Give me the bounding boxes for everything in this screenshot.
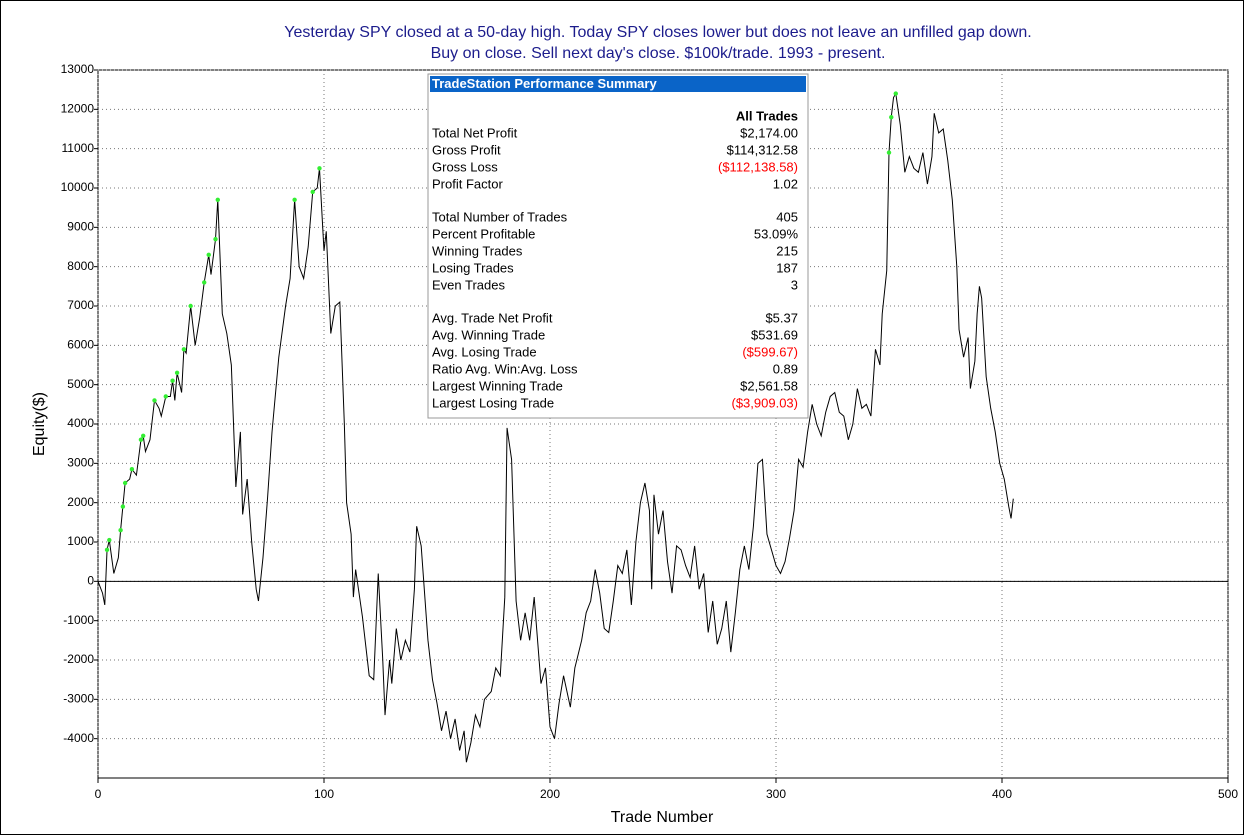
summary-label: Profit Factor: [432, 176, 503, 191]
y-tick-label: 11000: [62, 141, 95, 155]
y-tick-label: 10000: [61, 180, 95, 194]
y-tick-label: -4000: [63, 731, 94, 745]
summary-title: TradeStation Performance Summary: [432, 76, 657, 91]
new-high-marker: [188, 303, 193, 309]
y-tick-label: 1000: [67, 534, 94, 548]
summary-label: Largest Losing Trade: [432, 395, 554, 410]
new-high-marker: [893, 91, 898, 96]
new-high-marker: [202, 280, 207, 285]
new-high-marker: [292, 197, 297, 202]
new-high-marker: [122, 480, 128, 486]
new-high-marker: [118, 528, 123, 533]
new-high-marker: [889, 115, 894, 120]
y-tick-label: 2000: [67, 495, 94, 509]
new-high-marker: [174, 370, 180, 376]
summary-value: $531.69: [751, 327, 798, 342]
x-tick-label: 300: [766, 787, 786, 801]
y-tick-label: 7000: [67, 298, 94, 312]
summary-label: Winning Trades: [432, 243, 523, 258]
summary-header: All Trades: [736, 108, 798, 123]
new-high-marker: [886, 150, 892, 155]
y-tick-label: 5000: [67, 377, 94, 391]
y-tick-label: 4000: [67, 416, 94, 430]
y-tick-label: 6000: [67, 338, 94, 352]
summary-value: 187: [776, 260, 798, 275]
y-tick-label: -3000: [63, 692, 94, 706]
new-high-marker: [317, 166, 322, 171]
new-high-marker: [206, 252, 211, 258]
summary-label: Ratio Avg. Win:Avg. Loss: [432, 361, 578, 376]
summary-value: $2,561.58: [740, 378, 798, 393]
summary-box: [427, 73, 809, 419]
summary-label: Avg. Trade Net Profit: [432, 310, 553, 325]
summary-value: $2,174.00: [740, 125, 798, 140]
new-high-marker: [129, 467, 135, 472]
new-high-marker: [213, 236, 218, 242]
summary-value: 405: [776, 209, 798, 224]
new-high-marker: [152, 398, 157, 403]
x-tick-label: 400: [992, 787, 1012, 801]
summary-label: Total Number of Trades: [432, 209, 568, 224]
summary-label: Gross Loss: [432, 159, 498, 174]
y-tick-label: 8000: [67, 259, 94, 273]
x-tick-label: 500: [1218, 787, 1238, 801]
new-high-marker: [170, 378, 175, 383]
summary-value: $5.37: [765, 310, 798, 325]
new-high-marker: [310, 189, 315, 195]
y-tick-label: -1000: [63, 613, 94, 627]
x-tick-label: 200: [540, 787, 560, 801]
new-high-marker: [107, 537, 112, 543]
new-high-marker: [163, 394, 168, 399]
x-tick-label: 0: [95, 787, 102, 801]
summary-label: Percent Profitable: [432, 226, 535, 241]
y-tick-label: 12000: [61, 102, 95, 116]
new-high-marker: [215, 197, 220, 202]
y-tick-label: 0: [87, 574, 94, 588]
summary-label: Even Trades: [432, 277, 505, 292]
summary-label: Total Net Profit: [432, 125, 518, 140]
summary-value: 53.09%: [754, 226, 799, 241]
new-high-marker: [104, 547, 110, 553]
y-tick-label: 3000: [67, 456, 94, 470]
summary-value: $114,312.58: [727, 142, 798, 157]
new-high-marker: [141, 433, 146, 438]
summary-value: ($112,138.58): [718, 159, 798, 174]
summary-label: Avg. Winning Trade: [432, 327, 545, 342]
y-axis-title: Equity($): [31, 392, 48, 456]
new-high-marker: [181, 347, 187, 352]
summary-label: Largest Winning Trade: [432, 378, 563, 393]
summary-value: ($3,909.03): [732, 395, 799, 410]
summary-title-bar: [430, 76, 806, 92]
x-tick-label: 100: [314, 787, 334, 801]
y-tick-label: 13000: [61, 62, 95, 76]
summary-value: 215: [776, 243, 798, 258]
summary-label: Losing Trades: [432, 260, 514, 275]
y-tick-label: -2000: [63, 652, 94, 666]
x-axis-title: Trade Number: [611, 809, 714, 826]
equity-line: [97, 92, 1014, 763]
summary-value: ($599.67): [742, 344, 798, 359]
summary-value: 1.02: [773, 176, 798, 191]
chart-title: Yesterday SPY closed at a 50-day high. T…: [284, 24, 1031, 41]
summary-label: Gross Profit: [432, 142, 501, 157]
new-high-marker: [120, 504, 126, 509]
chart-subtitle: Buy on close. Sell next day's close. $10…: [431, 45, 886, 62]
y-tick-label: 9000: [67, 220, 94, 234]
summary-label: Avg. Losing Trade: [432, 344, 537, 359]
summary-value: 0.89: [773, 361, 798, 376]
summary-value: 3: [791, 277, 798, 292]
new-high-marker: [138, 437, 144, 442]
